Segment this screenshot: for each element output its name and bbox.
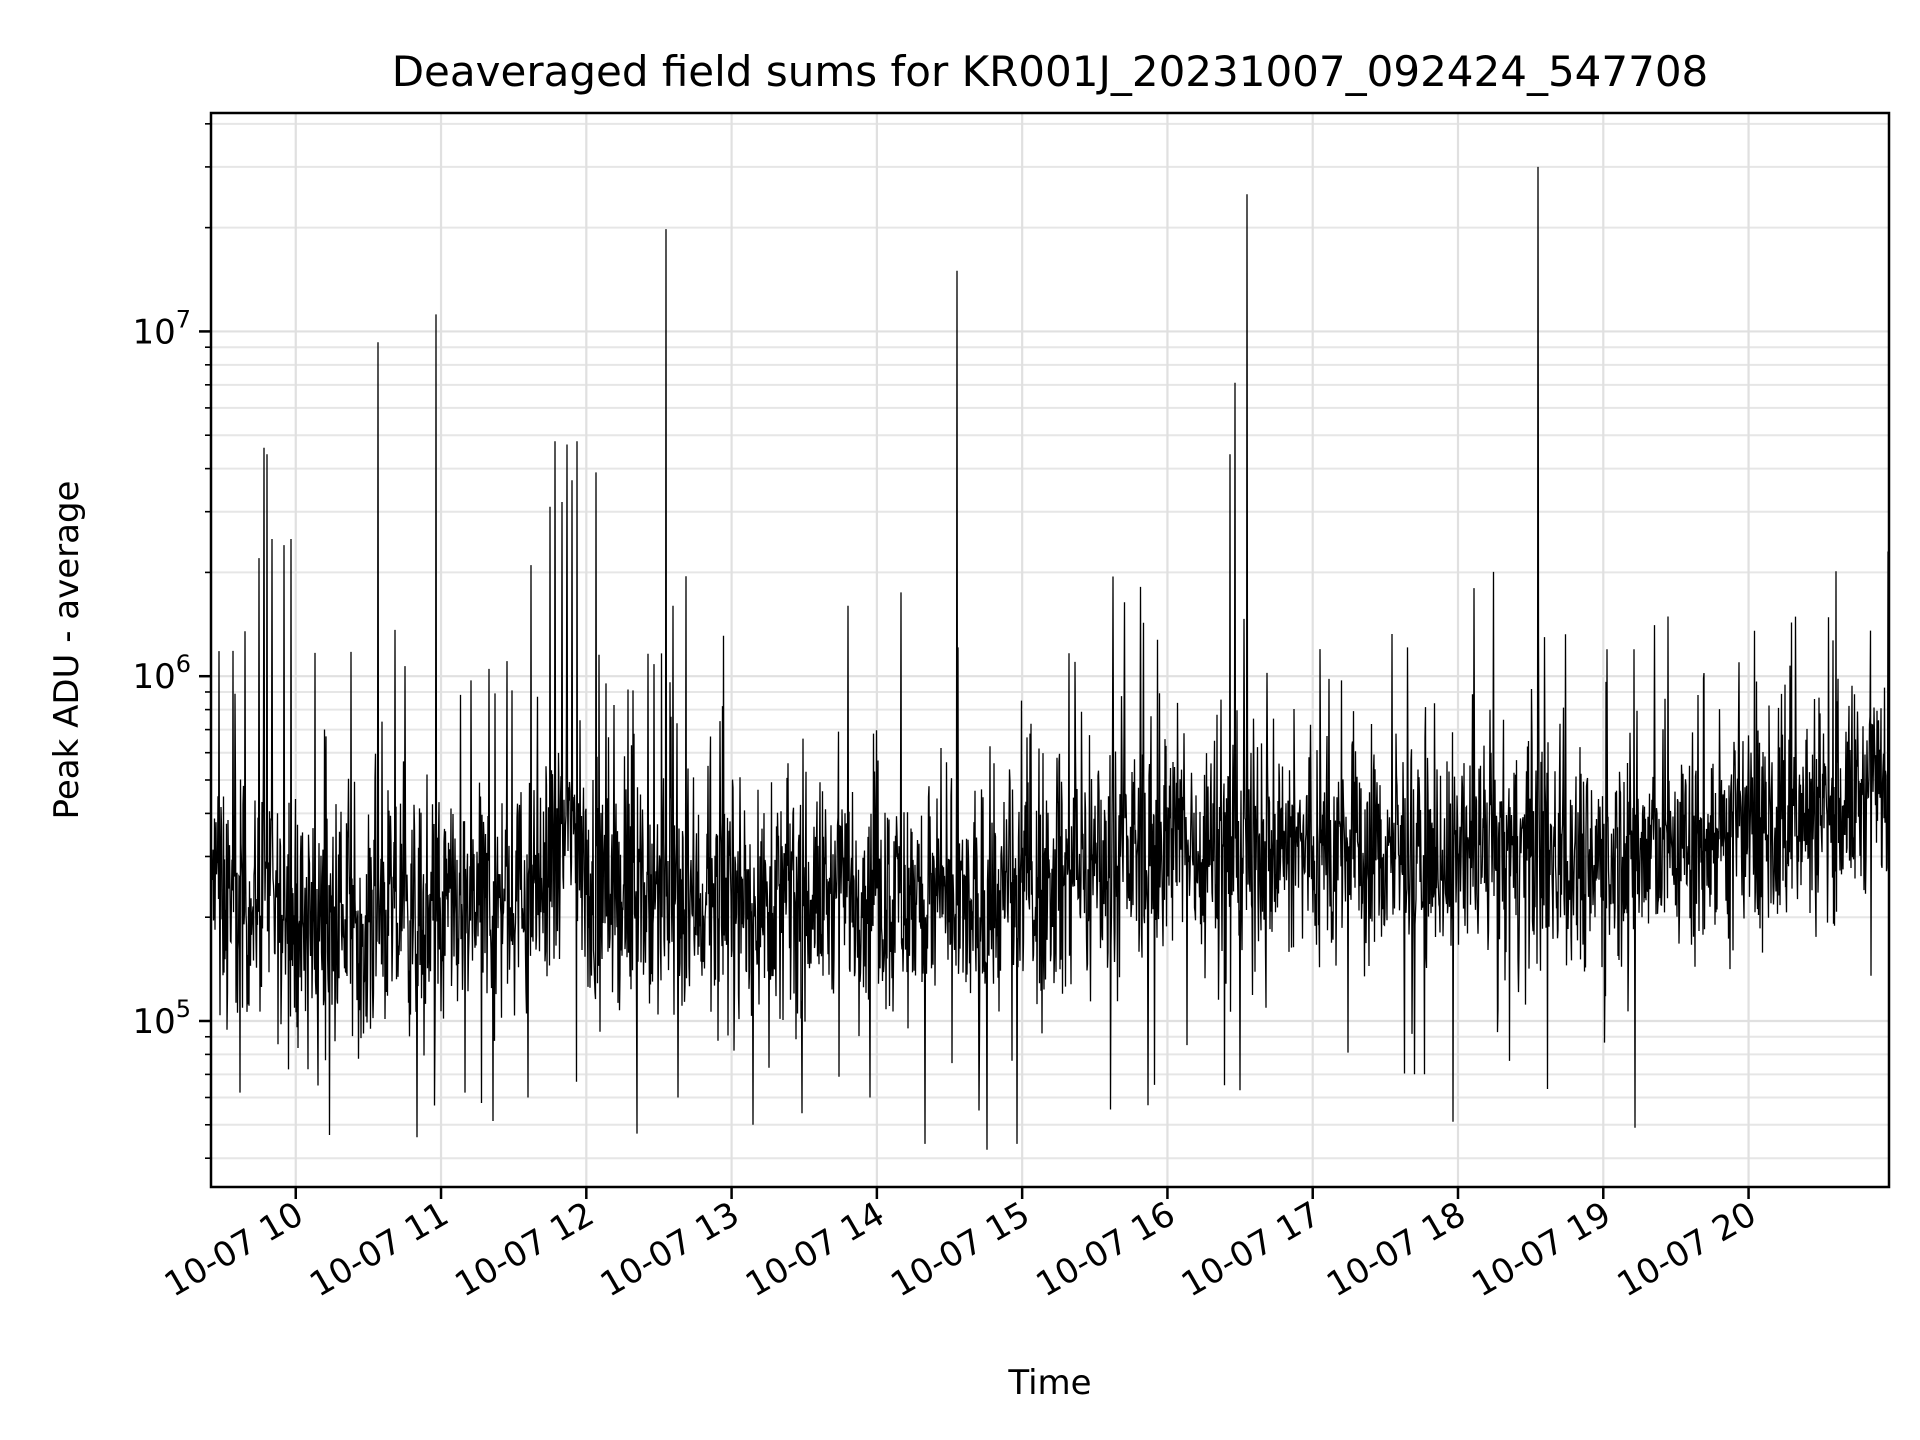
- grid-minor: [211, 122, 1889, 1160]
- axes-frame: [209, 111, 1891, 1189]
- x-axis-label: Time: [1007, 1363, 1091, 1403]
- y-tick-label: 106: [132, 650, 191, 697]
- y-axis-label: Peak ADU - average: [47, 481, 87, 820]
- chart-title: Deaveraged field sums for KR001J_2023100…: [392, 47, 1709, 96]
- y-axis: 105 106 107: [132, 123, 211, 1159]
- y-tick-label: 105: [132, 995, 191, 1042]
- y-tick-label: 107: [132, 305, 191, 352]
- plot-area: [211, 166, 1889, 1150]
- series-line: [211, 166, 1889, 1150]
